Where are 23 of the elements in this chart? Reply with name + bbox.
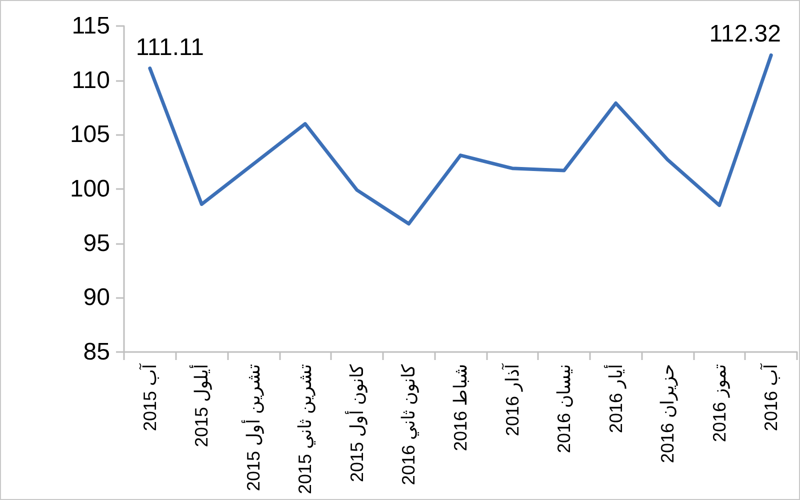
data-label: 112.32 bbox=[709, 20, 781, 48]
x-tick-label: أيلول 2015 bbox=[190, 364, 213, 448]
y-tick-label: 110 bbox=[72, 66, 110, 94]
y-tick-label: 90 bbox=[83, 284, 110, 312]
y-tick-label: 95 bbox=[83, 230, 110, 257]
x-tick-label: تشرين أول 2015 bbox=[241, 364, 264, 492]
y-tick-label: 115 bbox=[72, 12, 110, 40]
x-tick-label: نيسان 2016 bbox=[554, 364, 574, 454]
x-tick-label: آب 2016 bbox=[760, 363, 782, 432]
x-tick-label: تشرين ثاني 2015 bbox=[295, 364, 316, 494]
x-tick-label: كانون ثاني 2016 bbox=[398, 364, 420, 486]
line-series bbox=[148, 53, 773, 226]
x-tick-label: حزيران 2016 bbox=[658, 364, 679, 464]
data-label: 111.11 bbox=[136, 34, 204, 61]
y-tick-label: 100 bbox=[70, 176, 110, 202]
x-tick-label: كانون أول 2015 bbox=[344, 364, 368, 482]
y-tick-label: 85 bbox=[83, 338, 110, 366]
x-tick-label: آب 2015 bbox=[138, 363, 160, 432]
x-tick-label: شباط 2016 bbox=[450, 364, 470, 452]
x-tick-label: أيار 2016 bbox=[604, 364, 627, 434]
x-tick-label: آذار 2016 bbox=[501, 363, 524, 436]
x-tick-label: تموز 2016 bbox=[709, 364, 730, 442]
y-tick-label: 105 bbox=[70, 121, 110, 148]
